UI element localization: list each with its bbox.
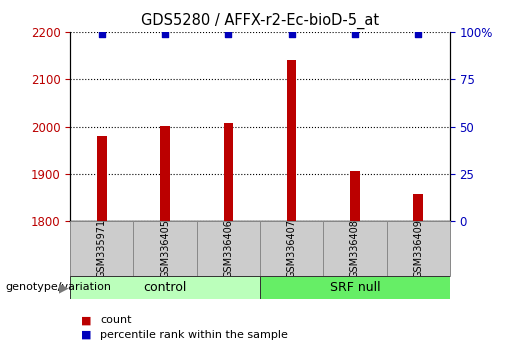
Point — [351, 31, 359, 36]
Text: GSM335971: GSM335971 — [97, 219, 107, 278]
Text: control: control — [144, 281, 187, 294]
Bar — [97, 137, 107, 221]
Text: GSM336408: GSM336408 — [350, 219, 360, 278]
Point — [98, 31, 106, 36]
Text: GSM336406: GSM336406 — [224, 219, 233, 278]
Bar — [160, 126, 170, 221]
Text: count: count — [100, 315, 132, 325]
Text: GSM336405: GSM336405 — [160, 219, 170, 278]
Text: ■: ■ — [81, 315, 91, 325]
Title: GDS5280 / AFFX-r2-Ec-bioD-5_at: GDS5280 / AFFX-r2-Ec-bioD-5_at — [141, 13, 379, 29]
Text: GSM336409: GSM336409 — [413, 219, 423, 278]
Bar — [70, 276, 260, 299]
Bar — [260, 221, 323, 276]
Bar — [350, 171, 360, 221]
Point — [414, 31, 422, 36]
Point — [288, 31, 296, 36]
Bar — [287, 60, 296, 221]
Text: percentile rank within the sample: percentile rank within the sample — [100, 330, 288, 339]
Bar — [224, 123, 233, 221]
Bar — [70, 221, 134, 276]
Bar — [197, 221, 260, 276]
Bar — [260, 276, 450, 299]
Text: genotype/variation: genotype/variation — [5, 282, 111, 292]
Point — [161, 31, 170, 36]
Point — [224, 31, 232, 36]
Bar — [134, 221, 197, 276]
Text: ■: ■ — [81, 330, 91, 339]
Bar — [323, 221, 386, 276]
Bar — [413, 194, 423, 221]
Text: GSM336407: GSM336407 — [287, 219, 296, 278]
Text: SRF null: SRF null — [330, 281, 380, 294]
Text: ▶: ▶ — [59, 281, 68, 294]
Bar — [386, 221, 450, 276]
